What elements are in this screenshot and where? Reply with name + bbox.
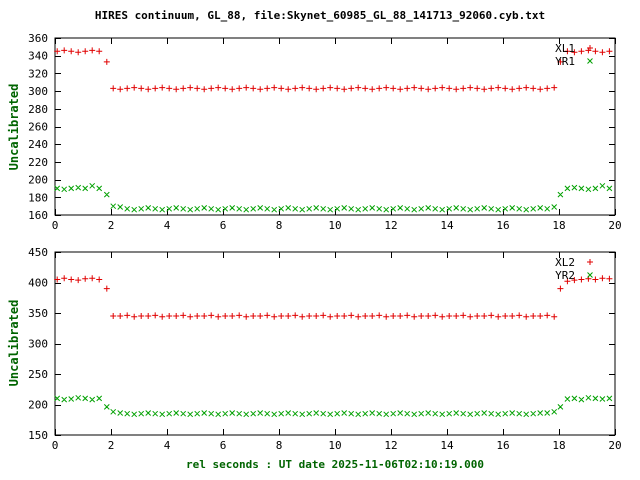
x-tick-label: 2	[108, 219, 115, 232]
y-tick-label: 360	[28, 32, 48, 45]
x-tick-label: 16	[496, 219, 509, 232]
legend-marker-XL1	[587, 45, 593, 51]
x-tick-label: 8	[276, 219, 283, 232]
x-tick-label: 0	[52, 439, 59, 452]
series-XL2-markers	[54, 275, 613, 320]
legend-label-YR1: YR1	[555, 55, 575, 68]
x-tick-label: 10	[328, 439, 341, 452]
y-tick-label: 350	[28, 307, 48, 320]
x-tick-label: 12	[384, 219, 397, 232]
plot-frame	[54, 251, 616, 436]
x-tick-label: 18	[552, 439, 565, 452]
legend-label-XL2: XL2	[555, 256, 575, 269]
y-tick-label: 150	[28, 429, 48, 442]
legend-marker-YR2	[587, 272, 593, 278]
y-tick-label: 250	[28, 368, 48, 381]
y-tick-label: 400	[28, 277, 48, 290]
x-tick-label: 2	[108, 439, 115, 452]
y-tick-label: 200	[28, 399, 48, 412]
x-tick-label: 18	[552, 219, 565, 232]
y-tick-label: 300	[28, 85, 48, 98]
y-tick-label: 450	[28, 246, 48, 259]
y-tick-label: 320	[28, 67, 48, 80]
legend-marker-YR1	[587, 58, 593, 64]
y-tick-label: 260	[28, 121, 48, 134]
series-YR1-markers	[54, 182, 613, 213]
chart-title: HIRES continuum, GL_88, file:Skynet_6098…	[94, 9, 546, 22]
y-tick-label: 340	[28, 50, 48, 63]
x-tick-label: 10	[328, 219, 341, 232]
x-tick-label: 8	[276, 439, 283, 452]
legend-marker-XL2	[587, 259, 593, 265]
y-tick-label: 160	[28, 209, 48, 222]
y-tick-label: 220	[28, 156, 48, 169]
top-panel-plot: 0 2 4 6 8 10 12 14 16 18 20 160 180 200 220 240 260 280 30…	[28, 32, 622, 232]
x-tick-label: 6	[220, 219, 227, 232]
x-tick-label: 20	[608, 439, 621, 452]
x-tick-label: 12	[384, 439, 397, 452]
x-tick-label: 20	[608, 219, 621, 232]
y-tick-label: 180	[28, 191, 48, 204]
x-tick-label: 0	[52, 219, 59, 232]
x-axis-label: rel seconds : UT date 2025-11-06T02:10:1…	[185, 458, 484, 471]
series-XL1-markers	[54, 47, 613, 93]
plot-frame	[54, 37, 616, 216]
x-tick-label: 16	[496, 439, 509, 452]
y-tick-label: 240	[28, 138, 48, 151]
x-tick-label: 6	[220, 439, 227, 452]
y-tick-label: 300	[28, 338, 48, 351]
y-tick-label: 280	[28, 103, 48, 116]
x-tick-label: 4	[164, 439, 171, 452]
series-YR2-markers	[54, 394, 613, 418]
x-tick-label: 14	[440, 219, 454, 232]
legend-label-YR2: YR2	[555, 269, 575, 282]
legend-label-XL1: XL1	[555, 42, 575, 55]
x-tick-label: 4	[164, 219, 171, 232]
x-tick-label: 14	[440, 439, 454, 452]
bottom-panel-plot: 0 2 4 6 8 10 12 14 16 18 20 150 200 250 300 350 400 450 XL…	[28, 246, 622, 452]
y-tick-label: 200	[28, 174, 48, 187]
